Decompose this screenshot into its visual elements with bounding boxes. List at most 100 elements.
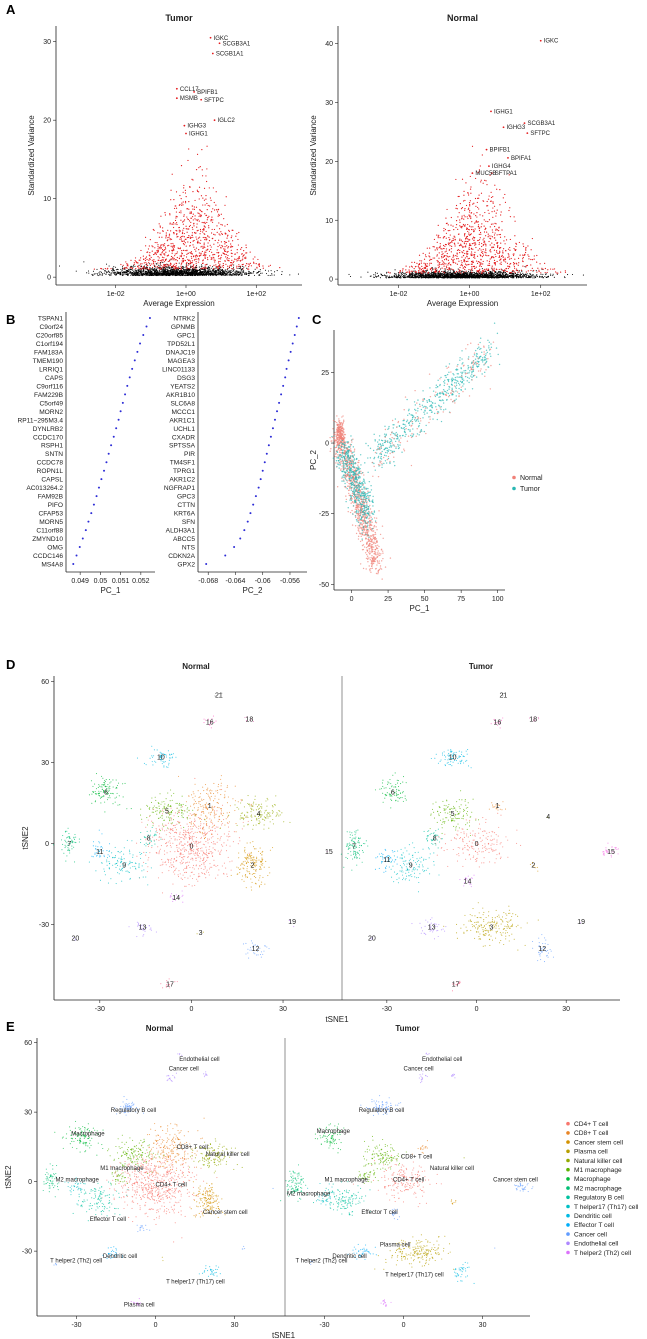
panel-a-normal-x-label: Average Expression: [427, 299, 498, 308]
panel-e-celltype-label: Cancer cell: [169, 1066, 199, 1072]
panel-b-pc2-gene-label: TPRG1: [173, 468, 195, 475]
panel-e-x-tick-label: -30: [71, 1322, 81, 1329]
panel-b-pc2-x-tick-label: -0.068: [198, 578, 218, 585]
panel-e-celltype-label: Cancer stem cell: [493, 1178, 538, 1184]
panel-e-celltype-label: Dendritic cell: [332, 1254, 366, 1260]
panel-d-cluster-label: 19: [288, 919, 296, 926]
panel-e-celltype-label: CD4+ T cell: [156, 1182, 187, 1188]
panel-e-legend-entry: M1 macrophage: [574, 1167, 622, 1174]
panel-d-cluster-label: 1: [208, 803, 212, 810]
panel-d-cluster-label: 12: [252, 946, 260, 953]
panel-e-legend-entry: Natural killer cell: [574, 1158, 623, 1165]
panel-b-pc1-loading-point: [126, 384, 129, 387]
panel-e-celltype-label: Effector T cell: [90, 1217, 126, 1223]
panel-b-pc2-gene-label: KRT6A: [174, 511, 196, 518]
panel-d-facet-title: Normal: [182, 662, 210, 671]
panel-d-cluster-label: 14: [172, 895, 180, 902]
panel-a-normal-gene-label: IGHG1: [494, 109, 513, 115]
panel-e-legend-key: [566, 1158, 570, 1163]
panel-b-pc1-gene-label: FAM229B: [34, 392, 64, 399]
panel-b-pc1-loading-point: [105, 461, 108, 464]
panel-b-pc1-gene-label: CCDC78: [37, 460, 64, 467]
panel-b-pc1-loading-point: [139, 342, 142, 345]
panel-a-normal-x-tick-label: 1e+00: [460, 291, 480, 298]
panel-c-x-tick-label: 100: [492, 596, 504, 603]
panel-e-celltype-label: CD4+ T cell: [393, 1178, 424, 1184]
panel-b-pc1-gene-label: MS4A8: [41, 562, 63, 569]
panel-a-normal-y-tick-label: 40: [325, 41, 333, 48]
panel-b-pc1-loading-point: [115, 427, 118, 430]
panel-d-cluster-label: 9: [122, 863, 126, 870]
panel-b-pc1-gene-label: MORN2: [39, 409, 63, 416]
panel-b-pc2-x-label: PC_2: [242, 586, 263, 595]
panel-c-y-label: PC_2: [309, 449, 318, 470]
panel-e-legend-key: [566, 1250, 570, 1255]
panel-a-normal-gene-label: SCGB3A1: [528, 121, 556, 127]
panel-e-celltype-label: Plasma cell: [124, 1303, 155, 1309]
panel-e-celltype-label: M2 macrophage: [55, 1178, 99, 1184]
panel-a-normal-gene-label: BPIFB1: [490, 148, 511, 154]
panel-b-pc2-gene-label: GPC1: [177, 332, 195, 339]
panel-b-pc1-x-tick-label: 0.051: [112, 578, 130, 585]
panel-b-pc1-loading-point: [103, 469, 106, 472]
panel-a-normal-points: [348, 39, 584, 279]
panel-b-pc1-loading-point: [81, 537, 84, 540]
panel-d-normal-points: [52, 692, 328, 989]
panel-b-pc2-loading-point: [265, 452, 268, 455]
panel-d-facet-title: Tumor: [469, 662, 493, 671]
panel-b-pc2-loading-point: [297, 317, 300, 319]
panel-a-normal-x-tick-label: 1e+02: [531, 291, 551, 298]
panel-b-pc1-loading-point: [87, 520, 90, 523]
panel-b-pc1-loading-point: [90, 512, 93, 515]
panel-d-cluster-label: 17: [166, 981, 174, 988]
panel-c-x-label: PC_1: [409, 604, 430, 613]
panel-d-cluster-label: 21: [215, 692, 223, 699]
panel-b-pc1-gene-label: CAPSL: [41, 477, 63, 484]
panel-e-x-tick-label: 0: [154, 1322, 158, 1329]
panel-b-pc1-loading-point: [142, 333, 145, 336]
panel-b-pc1-loading-point: [78, 546, 81, 549]
panel-b-pc1-gene-label: C5orf49: [40, 400, 64, 407]
panel-a-tumor-x-label: Average Expression: [143, 299, 214, 308]
panel-e-legend-key: [566, 1186, 570, 1190]
panel-d-cluster-label: 2: [251, 863, 255, 870]
panel-b-pc1-loading-point: [145, 325, 148, 328]
panel-b-pc2-loading-point: [295, 325, 298, 328]
panel-label-c: C: [312, 312, 322, 327]
panel-e-legend-entry: Endothelial cell: [574, 1241, 619, 1248]
panel-d-cluster-label: 6: [391, 790, 395, 797]
panel-e-celltype-label: Macrophage: [71, 1131, 105, 1137]
panel-d-cluster-label: 3: [490, 925, 494, 932]
panel-b-pc2-loading-point: [249, 512, 252, 515]
panel-b-pc2-loading-point: [291, 342, 294, 345]
panel-a-normal-gene-label: MUC5B: [475, 171, 496, 177]
panel-b-pc2-gene-label: AKR1C2: [169, 477, 195, 484]
panel-a-tumor-gene-label: IGHG3: [187, 124, 206, 130]
panel-b-pc2-loading-point: [276, 410, 279, 413]
panel-e-x-tick-label: 30: [231, 1322, 239, 1329]
panel-b-pc2-loading-point: [273, 418, 276, 421]
panel-d-cluster-label: 6: [104, 790, 108, 797]
panel-b-pc2-gene-label: DNAJC19: [166, 349, 196, 356]
panel-a-normal-y-tick-label: 30: [325, 100, 333, 107]
panel-b-pc2-loading-point: [243, 529, 246, 532]
panel-b-pc2-gene-label: AKR1C1: [169, 417, 195, 424]
panel-e-celltype-label: M1 macrophage: [325, 1178, 369, 1184]
panel-d-cluster-label: 15: [607, 849, 615, 856]
panel-b-pc2-gene-label: GPC3: [177, 494, 195, 501]
panel-a-normal-y-tick-label: 0: [329, 277, 333, 284]
panel-b-pc1-gene-label: ZMYND10: [32, 536, 63, 543]
panel-e-celltype-label: T helper17 (Th17) cell: [385, 1273, 444, 1279]
panel-d-cluster-label: 20: [368, 935, 376, 942]
panel-b-pc1-loading-point: [84, 529, 87, 532]
panel-b-pc2-loading-point: [282, 384, 285, 387]
panel-e-celltype-label: Cancer stem cell: [203, 1210, 248, 1216]
panel-b-pc2-gene-label: ALDH3A1: [166, 528, 196, 535]
panel-e-legend-entry: T helper2 (Th2) cell: [574, 1250, 632, 1257]
panel-e-legend-key: [566, 1241, 570, 1246]
panel-b-pc2-gene-label: CXADR: [172, 434, 195, 441]
panel-b-pc2-gene-label: MAGEA3: [168, 358, 196, 365]
panel-c-legend-entry: Tumor: [520, 486, 541, 493]
panel-d-cluster-label: 15: [325, 849, 333, 856]
panel-c-legend-key: [512, 486, 516, 491]
